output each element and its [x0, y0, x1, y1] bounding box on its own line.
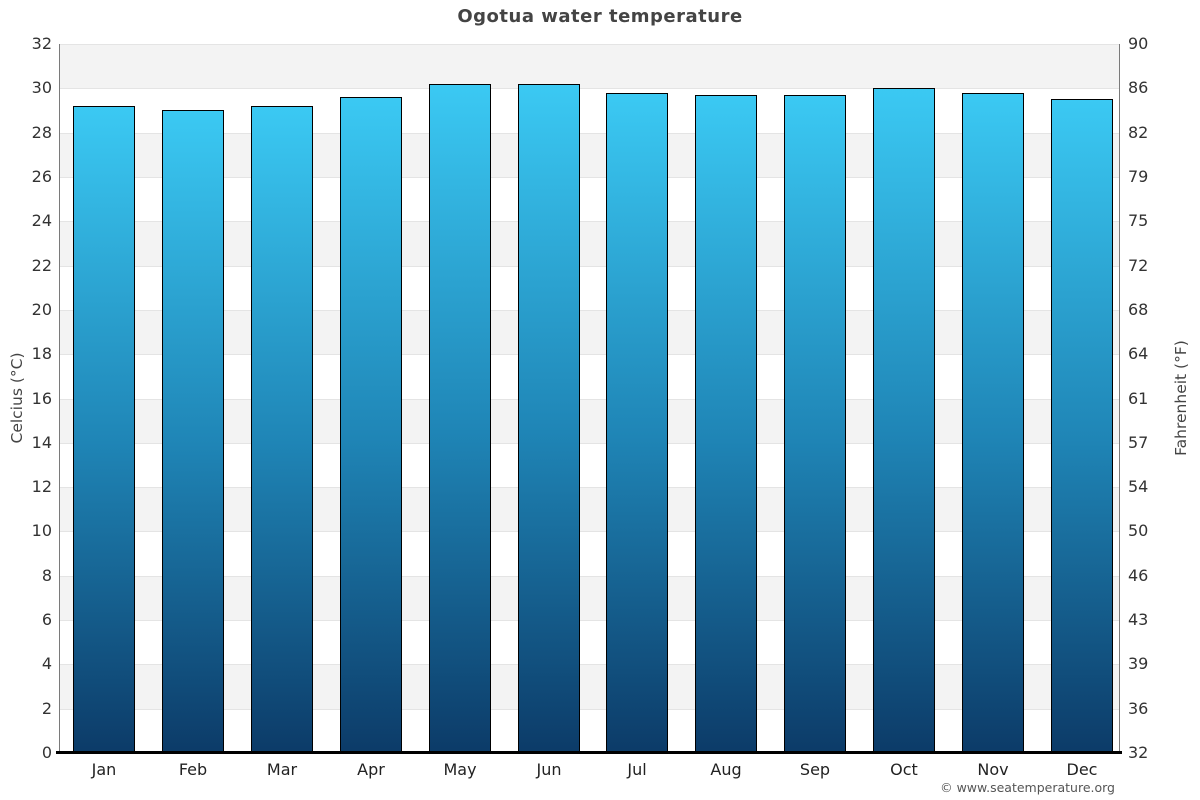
y-tick-label-fahrenheit: 61 — [1128, 388, 1149, 408]
axis-bottom — [56, 751, 1122, 754]
gridline — [60, 531, 1120, 533]
grid-band — [60, 620, 1120, 665]
y-tick-label-fahrenheit: 72 — [1128, 255, 1149, 275]
y-tick-label-fahrenheit: 68 — [1128, 299, 1149, 319]
temperature-bar — [162, 110, 224, 753]
gridline — [60, 442, 1120, 444]
temperature-bar — [695, 95, 757, 753]
grid-band — [60, 176, 1120, 222]
gridline — [60, 354, 1120, 356]
y-tick-label-fahrenheit: 64 — [1128, 344, 1149, 364]
grid-band — [60, 487, 1120, 532]
gridline — [60, 265, 1120, 267]
y-tick-label-fahrenheit: 32 — [1128, 743, 1149, 762]
y-tick-label-fahrenheit: 43 — [1128, 610, 1149, 630]
y-tick-label-celsius: 2 — [41, 698, 52, 718]
gridline — [60, 44, 1120, 45]
y-tick-label-celsius: 24 — [31, 211, 52, 231]
grid-band — [60, 132, 1120, 178]
grid-band — [60, 575, 1120, 621]
temperature-bar — [429, 84, 491, 753]
grid-band — [60, 531, 1120, 577]
grid-band — [60, 309, 1120, 355]
y-tick-label-celsius: 4 — [41, 654, 52, 674]
y-tick-label-fahrenheit: 50 — [1128, 521, 1149, 541]
y-tick-label-fahrenheit: 75 — [1128, 211, 1149, 231]
y-tick-label-fahrenheit: 39 — [1128, 654, 1149, 674]
grid-band — [60, 221, 1120, 267]
temperature-bar — [251, 106, 313, 753]
y-tick-label-celsius: 6 — [41, 610, 52, 630]
y-tick-label-fahrenheit: 82 — [1128, 122, 1149, 142]
x-tick-label: Mar — [266, 760, 298, 779]
temperature-bar — [962, 93, 1024, 753]
y-tick-label-celsius: 14 — [31, 432, 52, 452]
y-tick-label-celsius: 32 — [31, 34, 52, 53]
x-tick-label: Nov — [977, 760, 1009, 779]
gridline — [60, 132, 1120, 134]
y-tick-label-celsius: 28 — [31, 122, 52, 142]
y-tick-label-celsius: 0 — [41, 743, 52, 762]
grid-band — [60, 265, 1120, 311]
y-tick-label-celsius: 20 — [31, 299, 52, 319]
y-tick-label-celsius: 22 — [31, 255, 52, 275]
copyright: © www.seatemperature.org — [940, 780, 1115, 795]
gridline — [60, 487, 1120, 489]
y-tick-label-fahrenheit: 57 — [1128, 432, 1149, 452]
gridline — [60, 176, 1120, 178]
grid-band — [60, 442, 1120, 488]
y-tick-label-fahrenheit: 36 — [1128, 698, 1149, 718]
temperature-bar — [1051, 99, 1113, 753]
y-tick-label-celsius: 12 — [31, 477, 52, 497]
gridline — [60, 620, 1120, 622]
y-tick-label-celsius: 26 — [31, 166, 52, 186]
y-tick-label-celsius: 30 — [31, 78, 52, 98]
gridline — [60, 398, 1120, 400]
grid-band — [60, 88, 1120, 134]
grid-band — [60, 44, 1120, 89]
x-tick-label: Jun — [536, 760, 562, 779]
temperature-bar — [518, 84, 580, 753]
temperature-bar — [606, 93, 668, 753]
gridline — [60, 88, 1120, 90]
gridline — [60, 708, 1120, 710]
temperature-bar — [73, 106, 135, 753]
x-tick-label: Dec — [1066, 760, 1098, 779]
axis-right — [1119, 44, 1120, 754]
grid-band — [60, 398, 1120, 444]
x-tick-label: Jul — [627, 760, 647, 779]
grid-band — [60, 664, 1120, 710]
gridline — [60, 309, 1120, 311]
gridline — [60, 575, 1120, 577]
y-tick-label-fahrenheit: 46 — [1128, 565, 1149, 585]
y-tick-label-celsius: 8 — [41, 565, 52, 585]
x-tick-label: Aug — [710, 760, 742, 779]
temperature-bar — [784, 95, 846, 753]
x-tick-label: Oct — [890, 760, 918, 779]
grid-band — [60, 354, 1120, 399]
y-tick-label-celsius: 18 — [31, 344, 52, 364]
y-tick-label-celsius: 10 — [31, 521, 52, 541]
x-tick-label: May — [443, 760, 477, 779]
x-tick-label: Sep — [799, 760, 831, 779]
gridline — [60, 221, 1120, 223]
x-tick-label: Jan — [91, 760, 117, 779]
plot-area — [60, 44, 1120, 753]
y-tick-label-celsius: 16 — [31, 388, 52, 408]
x-tick-label: Apr — [357, 760, 385, 779]
grid-band — [60, 708, 1120, 753]
y-tick-label-fahrenheit: 86 — [1128, 78, 1149, 98]
x-tick-label: Feb — [178, 760, 208, 779]
y-tick-label-fahrenheit: 79 — [1128, 166, 1149, 186]
y-tick-label-fahrenheit: 54 — [1128, 477, 1149, 497]
chart-title: Ogotua water temperature — [457, 6, 743, 27]
temperature-bar — [873, 88, 935, 753]
gridline — [60, 664, 1120, 666]
axis-left — [59, 44, 60, 754]
y-tick-label-fahrenheit: 90 — [1128, 34, 1149, 53]
temperature-bar — [340, 97, 402, 753]
